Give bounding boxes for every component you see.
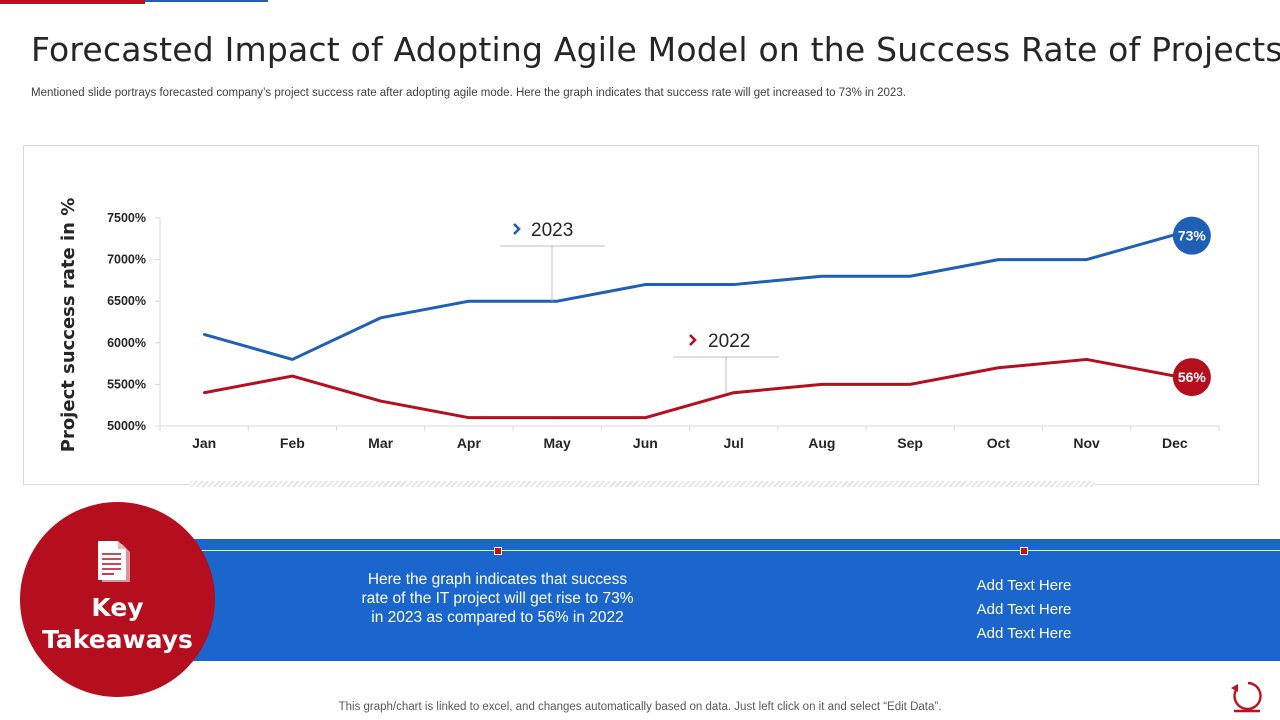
y-tick-label: 7000% [107, 253, 146, 267]
chart-shadow [190, 481, 1095, 487]
data-point-2022 [732, 391, 735, 394]
refresh-logo-icon [1231, 681, 1262, 713]
data-point-2022 [202, 391, 206, 394]
chevron-right-icon [513, 223, 521, 235]
data-point-2023 [732, 283, 735, 286]
series-label-2022: 2022 [708, 331, 750, 352]
data-point-2022 [555, 416, 559, 419]
heading-line-1: Key [91, 593, 144, 622]
footer-note: This graph/chart is linked to excel, and… [338, 701, 942, 713]
takeaway-item[interactable]: Add Text Here [976, 601, 1072, 618]
data-point-2022 [1085, 358, 1088, 361]
data-point-2022 [820, 383, 824, 386]
document-icon [98, 541, 130, 582]
data-point-2023 [555, 300, 559, 303]
top-accent-blue [145, 0, 268, 2]
takeaway-item[interactable]: Add Text Here [976, 577, 1072, 594]
data-point-2022 [644, 416, 647, 419]
data-point-2023 [820, 275, 824, 278]
x-tick-label: Dec [1162, 435, 1188, 451]
takeaway-items: Add Text Here Add Text Here Add Text Her… [924, 574, 1124, 646]
end-value-badge-2023 [1172, 216, 1211, 255]
data-point-2023 [997, 258, 1000, 261]
page-subtitle: Mentioned slide portrays forecasted comp… [31, 87, 906, 99]
y-axis-title: Project success rate in % [58, 198, 79, 453]
data-point-2023 [1085, 258, 1088, 261]
data-point-2023 [202, 333, 206, 336]
x-tick-label: Mar [368, 435, 393, 451]
band-marker [494, 547, 502, 555]
data-point-2022 [379, 399, 382, 403]
x-tick-label: Sep [897, 435, 923, 451]
x-tick-label: May [544, 435, 571, 451]
x-tick-label: Jul [724, 435, 744, 451]
band-divider [190, 550, 1280, 551]
x-tick-label: Oct [987, 435, 1011, 451]
x-tick-label: Jan [192, 435, 216, 451]
series-label-2023: 2023 [531, 220, 573, 241]
x-tick-label: Feb [280, 435, 305, 451]
series-line-2022 [203, 357, 1176, 420]
page-title: Forecasted Impact of Adopting Agile Mode… [31, 30, 1280, 69]
y-tick-label: 5000% [107, 419, 146, 433]
key-takeaways-heading: Key Takeaways [20, 592, 215, 656]
x-tick-label: Nov [1073, 435, 1100, 451]
chart-frame[interactable] [23, 145, 1259, 485]
top-accent-red [0, 0, 145, 4]
data-point-2022 [291, 374, 294, 378]
series-line-2023 [203, 233, 1176, 361]
y-tick-label: 7500% [107, 211, 146, 225]
y-tick-label: 6500% [107, 294, 146, 308]
x-tick-label: Jun [633, 435, 658, 451]
x-tick-label: Aug [808, 435, 835, 451]
data-point-2022 [467, 416, 471, 419]
end-value-label-2022: 56% [1178, 369, 1207, 385]
data-point-2023 [908, 275, 912, 278]
heading-line-2: Takeaways [42, 625, 193, 654]
key-takeaways-circle [20, 502, 215, 697]
data-point-2023 [291, 358, 294, 361]
chevron-right-icon [689, 334, 697, 346]
y-tick-label: 5500% [107, 377, 146, 391]
data-point-2023 [467, 300, 471, 303]
band-marker [1020, 547, 1028, 555]
data-point-2023 [644, 283, 647, 286]
takeaway-band [190, 539, 1280, 661]
end-value-label-2023: 73% [1178, 228, 1207, 244]
y-tick-label: 6000% [107, 336, 146, 350]
data-point-2022 [908, 383, 912, 386]
x-tick-label: Apr [457, 435, 482, 451]
data-point-2022 [997, 366, 1000, 369]
takeaway-item[interactable]: Add Text Here [976, 625, 1072, 642]
end-value-badge-2022 [1172, 358, 1211, 397]
takeaway-main-text: Here the graph indicates that success ra… [361, 571, 634, 626]
data-point-2023 [379, 316, 382, 320]
